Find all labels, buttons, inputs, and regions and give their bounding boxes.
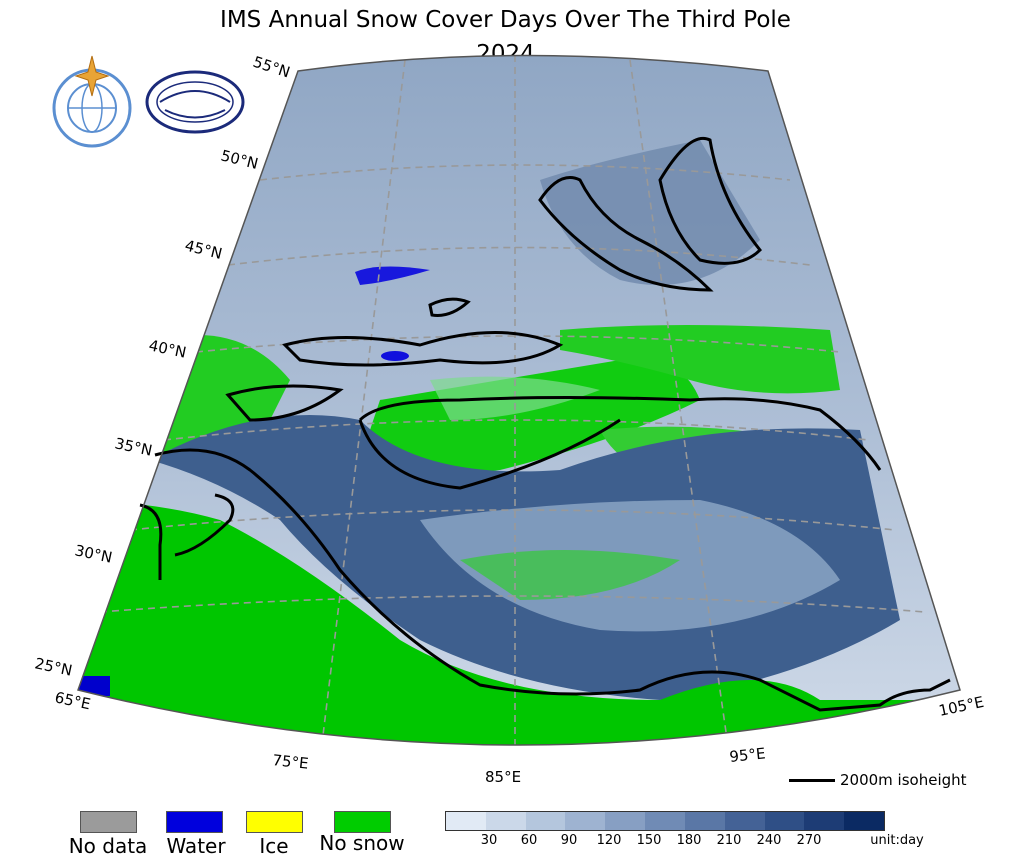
colorbar-tick-label: 180 bbox=[676, 833, 702, 848]
lat-label-55: 55°N bbox=[251, 53, 293, 82]
lat-label-40: 40°N bbox=[147, 336, 188, 361]
snow-days-colorbar bbox=[445, 811, 885, 831]
legend-swatch-ice bbox=[246, 811, 303, 833]
legend-swatch-no-snow bbox=[334, 811, 391, 833]
colorbar-segment bbox=[645, 812, 685, 830]
colorbar-tick-label: 120 bbox=[596, 833, 622, 848]
lon-label-95: 95°E bbox=[729, 744, 767, 766]
colorbar-tick-label: 150 bbox=[636, 833, 662, 848]
legend-label-ice: Ice bbox=[259, 834, 289, 858]
colorbar-tick-label: 210 bbox=[716, 833, 742, 848]
colorbar-segment bbox=[764, 812, 805, 830]
lat-label-50: 50°N bbox=[219, 146, 260, 173]
legend-swatch-no-data bbox=[80, 811, 137, 833]
colorbar-tick-label: 240 bbox=[756, 833, 782, 848]
colorbar-tick-label: 270 bbox=[796, 833, 822, 848]
lat-label-25: 25°N bbox=[33, 654, 74, 679]
colorbar-segment bbox=[684, 812, 725, 830]
map-frame bbox=[77, 54, 961, 746]
lon-label-85: 85°E bbox=[485, 768, 521, 786]
lat-label-35: 35°N bbox=[113, 434, 154, 459]
colorbar-tick-label: 30 bbox=[480, 833, 498, 848]
colorbar-segment bbox=[565, 812, 606, 830]
colorbar-segment bbox=[485, 812, 526, 830]
colorbar-unit: unit:day bbox=[870, 833, 924, 848]
legend-swatch-water bbox=[166, 811, 223, 833]
legend-label-no-snow: No snow bbox=[319, 831, 405, 855]
lon-label-105: 105°E bbox=[937, 693, 985, 720]
colorbar-segment bbox=[525, 812, 566, 830]
isoheight-label: 2000m isoheight bbox=[840, 771, 967, 789]
colorbar-segment bbox=[844, 812, 884, 830]
map-title: IMS Annual Snow Cover Days Over The Thir… bbox=[220, 7, 791, 33]
graticule bbox=[99, 55, 926, 745]
lat-label-30: 30°N bbox=[73, 541, 114, 566]
ncc-logo-icon bbox=[145, 70, 245, 134]
colorbar-segment bbox=[446, 812, 486, 830]
colorbar-tick-label: 90 bbox=[560, 833, 578, 848]
wmo-emblem-icon bbox=[52, 55, 132, 148]
lon-label-75: 75°E bbox=[272, 751, 310, 773]
colorbar-segment bbox=[724, 812, 765, 830]
map-raster bbox=[78, 55, 960, 745]
isoheight-contours bbox=[139, 137, 951, 712]
isoheight-line-swatch bbox=[789, 779, 835, 782]
colorbar-segment bbox=[804, 812, 845, 830]
colorbar-tick-label: 60 bbox=[520, 833, 538, 848]
legend-label-no-data: No data bbox=[68, 834, 148, 858]
lat-label-45: 45°N bbox=[183, 236, 224, 263]
colorbar-segment bbox=[605, 812, 646, 830]
legend-label-water: Water bbox=[166, 834, 226, 858]
